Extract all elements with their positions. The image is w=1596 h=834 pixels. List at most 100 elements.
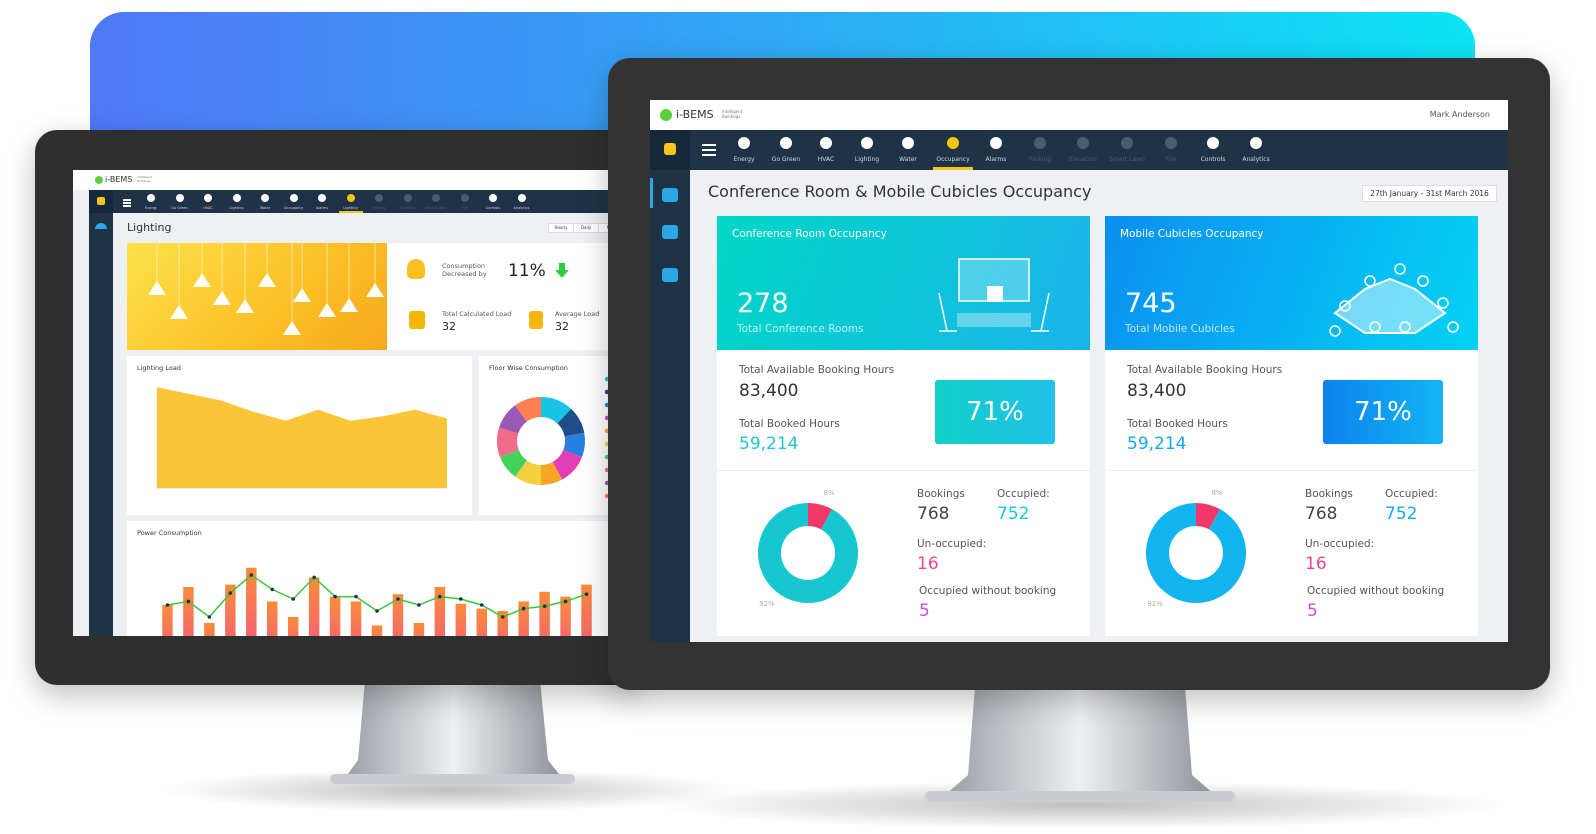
bar-line-chart [162, 567, 592, 636]
nav-item[interactable]: Lighting [223, 190, 251, 213]
seat-shape [1447, 321, 1459, 333]
nav-icon [147, 194, 155, 202]
card-banner: Conference Room Occupancy 278 Total Confer… [717, 216, 1090, 350]
nav-item[interactable]: Fire [1149, 130, 1193, 170]
load-icon [529, 311, 543, 329]
nav-item[interactable]: Alarms [974, 130, 1018, 170]
date-range[interactable]: 27th January - 31st March 2016 [1362, 185, 1497, 202]
nav-label: Fire [461, 206, 468, 210]
area-chart [157, 387, 447, 489]
sidebar-active [650, 178, 653, 208]
card-banner: Mobile Cubicles Occupancy 745 Total Mobile… [1105, 216, 1478, 350]
nav-item[interactable]: Energy [722, 130, 766, 170]
logo [660, 109, 672, 121]
time-tab[interactable]: Daily [573, 223, 599, 233]
illustration [1329, 263, 1459, 337]
nav-item[interactable]: Analytics [508, 190, 536, 213]
lighting-stats: Consumption Decreased by 11% Total Calcula… [387, 243, 613, 350]
nav-item[interactable]: Water [251, 190, 279, 213]
nav-item[interactable]: Fire [451, 190, 479, 213]
donut-segment [1146, 503, 1246, 603]
nav-label: Water [259, 206, 271, 210]
sidebar-icon[interactable] [662, 188, 678, 202]
donut-segment [758, 503, 858, 603]
nav-icon [517, 194, 526, 202]
nav-icon [738, 137, 750, 149]
trend-point [542, 604, 547, 608]
logo [95, 176, 103, 184]
bulb-icon [407, 259, 425, 279]
content: Conference Room & Mobile Cubicles Occupa… [690, 170, 1508, 642]
nav-item[interactable]: Controls [1191, 130, 1235, 170]
nav-item[interactable]: HVAC [804, 130, 848, 170]
nav-item[interactable]: Controls [479, 190, 507, 213]
bar [434, 587, 446, 636]
stat-label: Consumption Decreased by [442, 262, 487, 278]
trend-point [521, 606, 526, 611]
percent-badge: 71% [935, 380, 1055, 444]
bar [413, 623, 425, 636]
nav-item[interactable]: Energy [137, 190, 165, 213]
trend-point [312, 575, 316, 580]
trend-point [249, 573, 254, 577]
nav-item[interactable]: Occupancy [931, 130, 975, 170]
chart-title: Floor Wise Consumption [489, 364, 568, 372]
nav-item[interactable]: Analytics [1234, 130, 1278, 170]
sidebar-icon[interactable] [662, 268, 678, 282]
seat-shape [1394, 263, 1406, 275]
nav-item[interactable]: Smart Lawn [422, 190, 450, 213]
bar [476, 608, 487, 636]
nav-item[interactable]: Parking [1018, 130, 1062, 170]
bar [371, 625, 383, 636]
trend-point [333, 594, 337, 599]
nav-item[interactable]: Alarms [308, 190, 336, 213]
stat-label: Total Booked Hours [1127, 418, 1228, 430]
trend-point [375, 609, 379, 613]
booking-stats: Total Available Booking Hours 83,400 Total… [1105, 350, 1478, 471]
nav-item[interactable]: Elevators [1061, 130, 1105, 170]
module-icon [664, 143, 676, 155]
nav-item[interactable]: Occupancy [280, 190, 308, 213]
sidebar-icon[interactable] [662, 225, 678, 239]
nav-item[interactable]: Elevators [394, 190, 422, 213]
nav-label: Smart Lawn [1109, 156, 1145, 163]
nav-item[interactable]: Lighting [337, 190, 365, 213]
nav-item[interactable]: HVAC [194, 190, 222, 213]
nav-active-underline [338, 211, 363, 213]
count-label: Total Conference Rooms [737, 323, 864, 335]
lamp [283, 321, 301, 335]
donut-chart: 8% 92% [758, 489, 858, 608]
stat-value: 83,400 [739, 381, 799, 401]
nav-item[interactable]: Lighting [845, 130, 889, 170]
donut-segment [500, 449, 527, 477]
nav-item[interactable]: Parking [365, 190, 393, 213]
stat-label: Occupied without booking [1307, 585, 1445, 597]
brand: i-BEMS [105, 175, 133, 184]
nav-item[interactable]: Go Green [166, 190, 194, 213]
nav-item[interactable]: Go Green [764, 130, 808, 170]
nav-label: Lighting [343, 206, 358, 210]
nav-icon [346, 194, 355, 202]
left-stand [345, 680, 562, 778]
nav-item[interactable]: Smart Lawn [1105, 130, 1149, 170]
trend-point [228, 591, 233, 595]
nav-label: Fire [1165, 156, 1177, 163]
nav-icon [489, 194, 497, 202]
nav-item[interactable]: Water [886, 130, 930, 170]
trend-point [500, 615, 505, 619]
stat-label: Total Available Booking Hours [739, 364, 895, 376]
nav-icon [990, 137, 1002, 149]
donut-segment [808, 503, 833, 530]
donut-label: 8% [1211, 489, 1222, 497]
seat-shape [1399, 321, 1411, 333]
lamp [258, 273, 276, 287]
bar [308, 577, 320, 636]
menu-button[interactable] [702, 144, 716, 156]
right-stand-base [925, 791, 1235, 802]
stat-label: Average Load [555, 310, 600, 318]
bar [350, 601, 362, 636]
lamps [148, 243, 384, 335]
nav-label: Parking [372, 206, 386, 210]
time-tab[interactable]: Hourly [548, 223, 574, 233]
